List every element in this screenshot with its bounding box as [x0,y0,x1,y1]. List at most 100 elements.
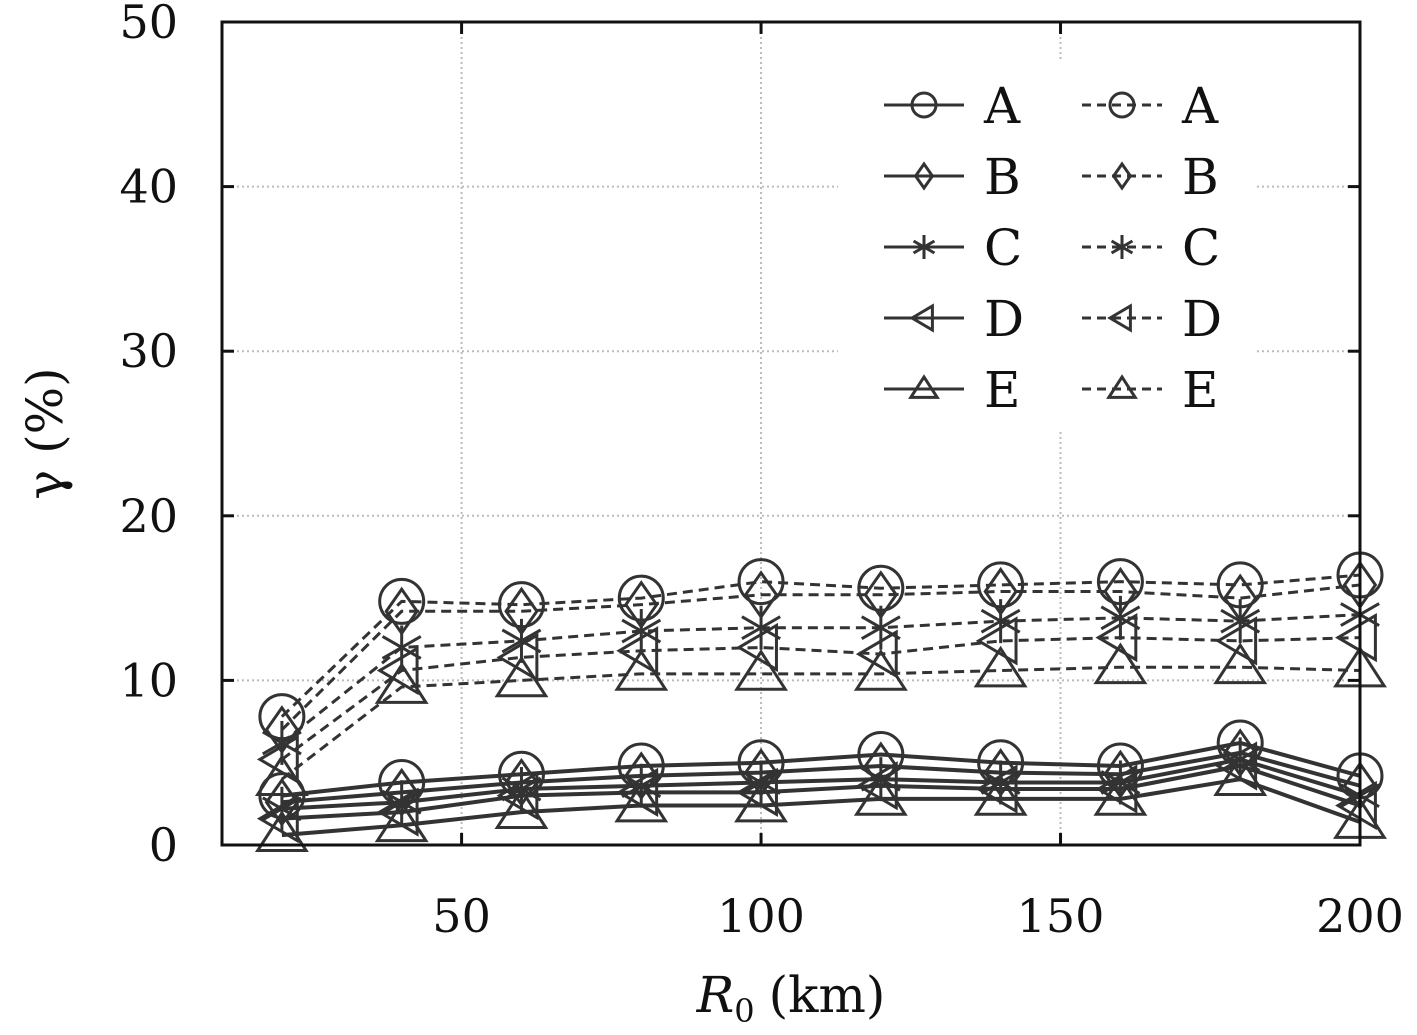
data-point [614,780,669,823]
x-tick-label: 100 [717,889,805,943]
data-point [1213,754,1268,797]
legend-label: C [1182,219,1220,277]
legend-item-A-dashed: A [1082,77,1219,135]
y-axis-label: γ (%) [16,367,74,499]
data-point [1100,595,1141,640]
data-point [734,649,789,691]
data-point [374,662,429,704]
x-axis-unit: (km) [769,966,886,1024]
data-point-stroke [860,615,901,641]
series-B-solid [264,728,1378,827]
legend-marker [913,161,935,191]
data-point [254,754,309,797]
data-point [494,787,549,829]
legend-marker [912,235,936,259]
data-point-stroke [741,615,781,641]
data-point [973,645,1028,688]
data-point-stroke [621,618,662,644]
x-axis-label: R0 (km) [696,966,886,1030]
data-point [1093,774,1148,816]
data-point-stroke [262,730,302,756]
x-tick-label: 200 [1316,889,1404,943]
data-point [1335,612,1377,663]
data-point [734,780,789,823]
legend-label: C [984,219,1022,277]
legend-label: A [1181,77,1219,135]
y-tick-label: 40 [119,160,178,214]
data-point-stroke [381,635,422,660]
series-line [281,750,1361,805]
legend-item-C-solid: C [884,219,1022,277]
series-layer [254,551,1387,853]
series-line [281,740,1361,798]
legend-item-B-solid: B [884,148,1021,206]
data-point [980,599,1021,644]
data-point [1220,599,1261,644]
legend-marker [1107,303,1132,333]
data-point-stroke [262,796,302,822]
x-tick-label: 150 [1017,889,1105,943]
legend-marker [1110,235,1134,259]
legend-label: D [984,290,1024,348]
legend-label: B [1182,148,1219,206]
y-tick-label: 10 [119,653,178,707]
series-line [280,573,1361,718]
data-point [616,767,659,817]
data-point-stroke [501,628,542,654]
legend-label: B [984,148,1021,206]
legend-item-D-dashed: D [1082,290,1222,348]
legend-marker [1111,161,1133,191]
legend-label: A [983,77,1021,135]
data-point [376,645,419,696]
series-line [280,583,1361,731]
legend-item-E-dashed: E [1082,361,1219,419]
legend-label: E [984,361,1021,419]
legend-marker-stroke [912,239,936,255]
legend-label: D [1182,290,1222,348]
data-point [376,787,419,837]
data-point [1215,741,1258,791]
series-line [281,636,1361,761]
plot-frame [220,20,1362,847]
data-point [853,649,908,691]
data-point [256,794,299,844]
data-point [973,774,1028,816]
data-point [621,609,662,654]
series-B-dashed [264,560,1378,755]
data-point [501,618,542,663]
y-tick-label: 20 [119,489,178,543]
data-point [496,632,539,682]
series-line [281,763,1361,821]
data-point-stroke [1100,605,1141,631]
x-axis-symbol: R [696,966,735,1024]
data-point [1093,642,1148,685]
x-tick-label: 50 [432,889,491,943]
data-point [616,626,659,676]
data-point [1335,780,1377,831]
series-C-solid [262,737,1380,831]
series-line [280,613,1361,745]
data-point [855,629,898,679]
data-point [736,767,778,817]
legend-marker [910,91,938,119]
data-point-stroke [1220,608,1261,634]
data-point [378,577,426,625]
legend-item-B-dashed: B [1082,148,1219,206]
series-E-solid [254,754,1387,853]
y-tick-label: 30 [119,324,178,378]
series-C-dashed [262,592,1380,765]
legend-label: E [1182,361,1219,419]
data-point [256,734,299,785]
data-point [737,558,785,606]
legend-marker [908,374,940,399]
axis-ticks: 50 100 150 200 0 10 20 30 40 50 [119,0,1403,943]
data-point [853,774,908,816]
series-line [281,777,1361,838]
data-point [381,625,422,670]
y-tick-label: 0 [149,818,178,872]
legend-marker-stroke [1110,239,1134,255]
legend-item-E-solid: E [884,361,1021,419]
data-point [374,800,429,843]
data-point-stroke [980,608,1021,634]
